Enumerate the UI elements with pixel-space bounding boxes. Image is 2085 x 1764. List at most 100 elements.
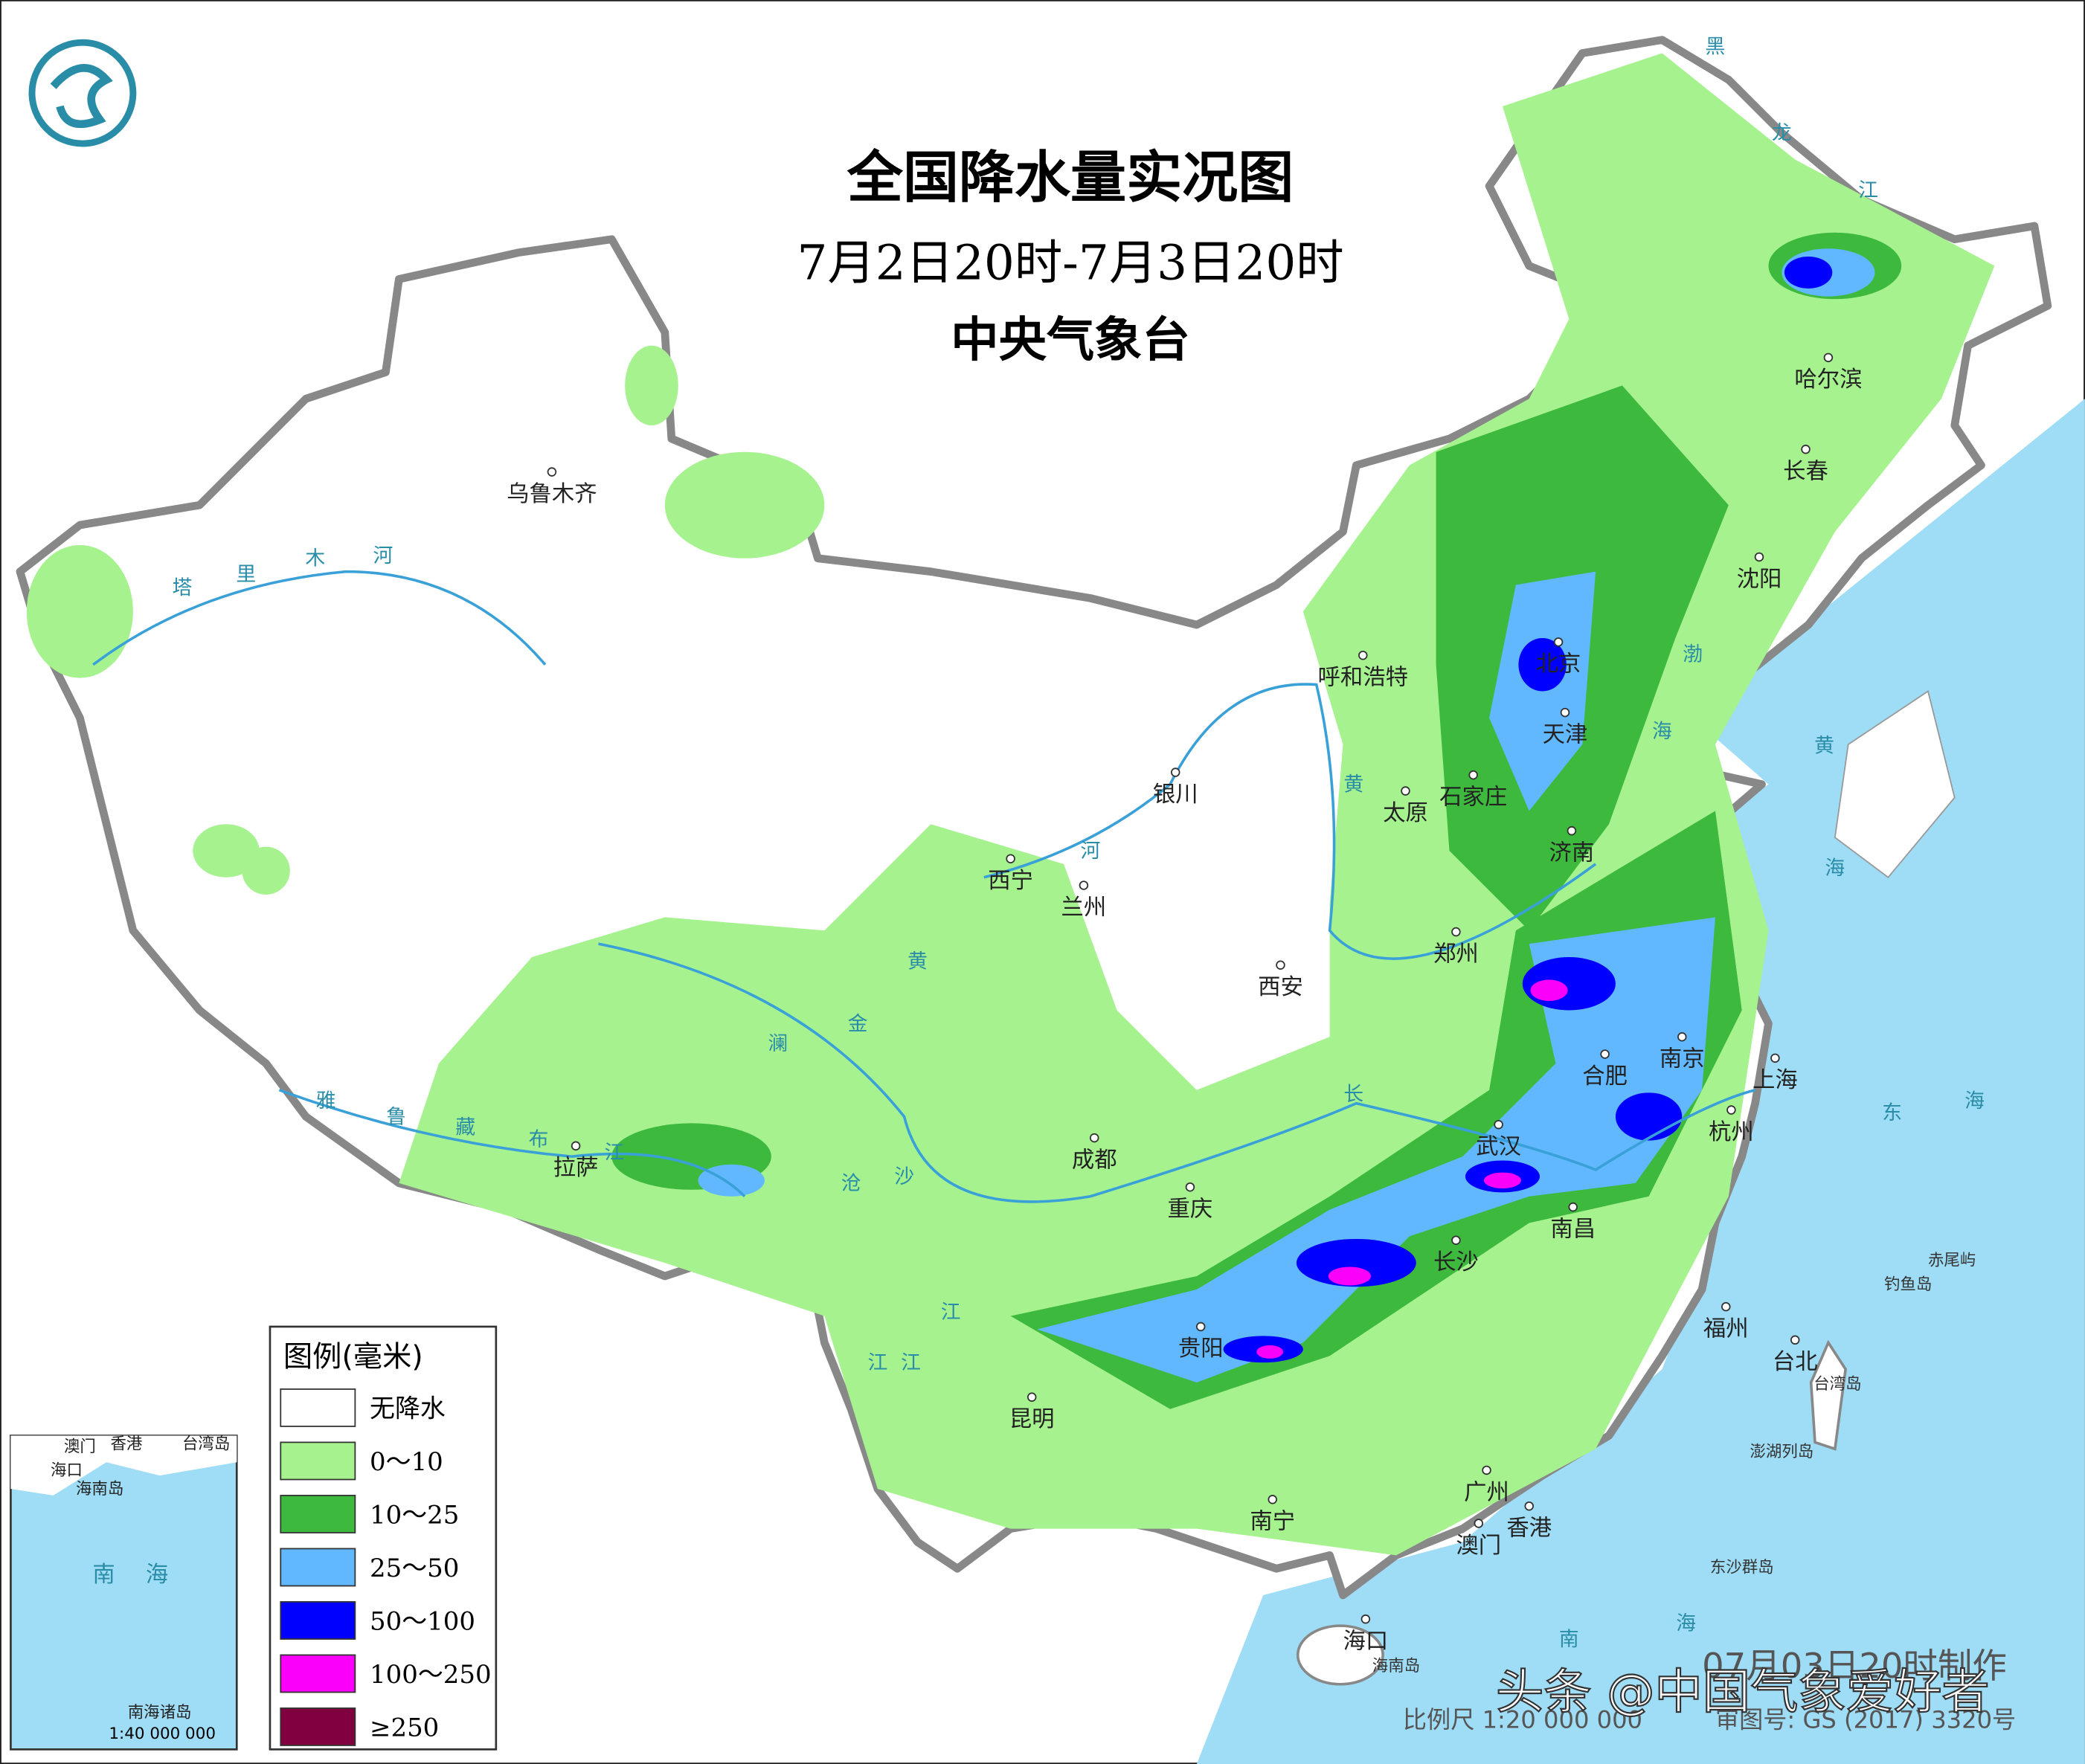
legend-label: ≥250 bbox=[370, 1713, 439, 1742]
precip-torrential bbox=[1256, 979, 1568, 1359]
inset-land bbox=[10, 1435, 237, 1496]
city-label: 呼和浩特 bbox=[1318, 665, 1408, 691]
city-label: 拉萨 bbox=[553, 1155, 599, 1181]
city-label: 长沙 bbox=[1433, 1249, 1479, 1275]
city-dot bbox=[1823, 353, 1834, 363]
city-label: 澳门 bbox=[1456, 1533, 1501, 1559]
logo-mark bbox=[50, 64, 113, 129]
city-label: 贵阳 bbox=[1178, 1336, 1224, 1362]
island-label: 台湾岛 bbox=[1813, 1375, 1861, 1394]
city-dot bbox=[1770, 1053, 1780, 1063]
island-label: 东沙群岛 bbox=[1710, 1559, 1774, 1577]
city-dot bbox=[1600, 1049, 1610, 1059]
subtitle: 7月2日20时-7月3日20时 bbox=[797, 235, 1343, 291]
city-label: 广州 bbox=[1464, 1479, 1509, 1505]
precip-heavy-area bbox=[1037, 917, 1715, 1382]
water-label: 海 bbox=[1964, 1089, 1985, 1113]
precip-blob bbox=[193, 824, 260, 878]
precip-blob bbox=[1530, 979, 1568, 1001]
city-dot bbox=[1079, 881, 1089, 890]
city-label: 沈阳 bbox=[1737, 566, 1782, 592]
city-dot bbox=[1726, 1105, 1736, 1115]
city-dot bbox=[1185, 1182, 1195, 1192]
city-label: 北京 bbox=[1536, 651, 1581, 677]
water-label: 江 bbox=[605, 1142, 625, 1165]
legend-label: 无降水 bbox=[370, 1394, 446, 1423]
city-dot bbox=[1268, 1495, 1277, 1504]
island-label: 澎湖列岛 bbox=[1750, 1443, 1813, 1461]
city-label: 杭州 bbox=[1709, 1119, 1754, 1145]
inset-label: 香港 bbox=[110, 1435, 142, 1453]
city-dot bbox=[1468, 770, 1478, 780]
legend-label: 100～250 bbox=[370, 1660, 492, 1690]
water-label: 布 bbox=[529, 1128, 549, 1151]
legend-swatch bbox=[280, 1601, 356, 1640]
city-label: 南昌 bbox=[1550, 1216, 1596, 1242]
footer-scale: 比例尺 1:20 000 000 bbox=[1403, 1706, 1642, 1734]
city-dot bbox=[1170, 767, 1180, 777]
water-label: 黄 bbox=[1814, 735, 1834, 758]
inset-label: 海 bbox=[146, 1562, 168, 1588]
precip-blob bbox=[1784, 256, 1833, 289]
inset-label: 海南岛 bbox=[76, 1480, 123, 1499]
water-label: 东 bbox=[1882, 1101, 1902, 1124]
water-label: 长 bbox=[1343, 1083, 1363, 1106]
city-dot bbox=[1195, 1322, 1206, 1332]
river bbox=[278, 1089, 746, 1198]
city-dot bbox=[1451, 927, 1461, 937]
city-dot bbox=[1358, 650, 1368, 660]
city-label: 台北 bbox=[1773, 1349, 1818, 1375]
city-label: 天津 bbox=[1543, 721, 1588, 747]
water-label: 黄 bbox=[907, 950, 928, 973]
river bbox=[92, 570, 547, 666]
legend-label: 25～50 bbox=[370, 1554, 459, 1583]
river bbox=[598, 942, 1756, 1203]
inset-label: 海口 bbox=[51, 1461, 83, 1480]
city-dot bbox=[571, 1141, 581, 1151]
title: 全国降水量实况图 bbox=[846, 145, 1294, 210]
city-label: 济南 bbox=[1549, 840, 1595, 866]
precip-blob bbox=[1518, 637, 1567, 692]
city-dot bbox=[1482, 1465, 1491, 1475]
inset-label: 澳门 bbox=[64, 1438, 96, 1456]
footer-map-number: 审图号: GS (2017) 3320号 bbox=[1715, 1706, 2016, 1734]
city-label: 哈尔滨 bbox=[1794, 367, 1862, 393]
legend-label: 10～25 bbox=[370, 1500, 459, 1530]
island-label: 钓鱼岛 bbox=[1884, 1275, 1932, 1294]
water-label: 河 bbox=[1080, 840, 1100, 863]
footer-made: 07月03日20时制作 bbox=[1702, 1646, 2007, 1686]
legend-title: 图例(毫米) bbox=[283, 1341, 423, 1374]
city-dot bbox=[1790, 1335, 1800, 1345]
watermark: 头条 @中国气象爱好者 bbox=[1496, 1664, 1990, 1720]
water-label: 龙 bbox=[1772, 122, 1792, 145]
precip-blob bbox=[1483, 1172, 1521, 1189]
legend-label: 50～100 bbox=[370, 1606, 475, 1636]
water-label: 渤 bbox=[1683, 643, 1703, 666]
water-label: 海 bbox=[1676, 1612, 1696, 1635]
precip-blob bbox=[242, 846, 290, 895]
city-label: 武汉 bbox=[1476, 1134, 1521, 1160]
city-dot bbox=[1006, 854, 1015, 863]
logo bbox=[28, 39, 137, 147]
city-label: 石家庄 bbox=[1439, 784, 1507, 810]
legend: 图例(毫米) 无降水 0～10 10～25 25～50 50～100 100～250 ≥25… bbox=[269, 1325, 498, 1751]
city-label: 福州 bbox=[1703, 1316, 1749, 1342]
water-label: 海 bbox=[1652, 720, 1672, 743]
city-dot bbox=[1401, 786, 1410, 796]
rivers bbox=[92, 570, 1756, 1203]
water-label: 雅 bbox=[316, 1089, 336, 1113]
legend-swatch bbox=[280, 1388, 356, 1427]
city-dot bbox=[1276, 960, 1285, 970]
water-label: 江 bbox=[867, 1351, 887, 1374]
city-dot bbox=[1677, 1031, 1687, 1042]
precip-blob bbox=[625, 345, 678, 425]
legend-swatch bbox=[280, 1654, 356, 1693]
precip-blob bbox=[698, 1164, 765, 1197]
precip-blob bbox=[1296, 1238, 1416, 1287]
water-label: 黑 bbox=[1706, 35, 1726, 58]
river bbox=[983, 683, 1597, 960]
city-label: 乌鲁木齐 bbox=[507, 481, 597, 507]
precip-blob bbox=[664, 451, 825, 559]
